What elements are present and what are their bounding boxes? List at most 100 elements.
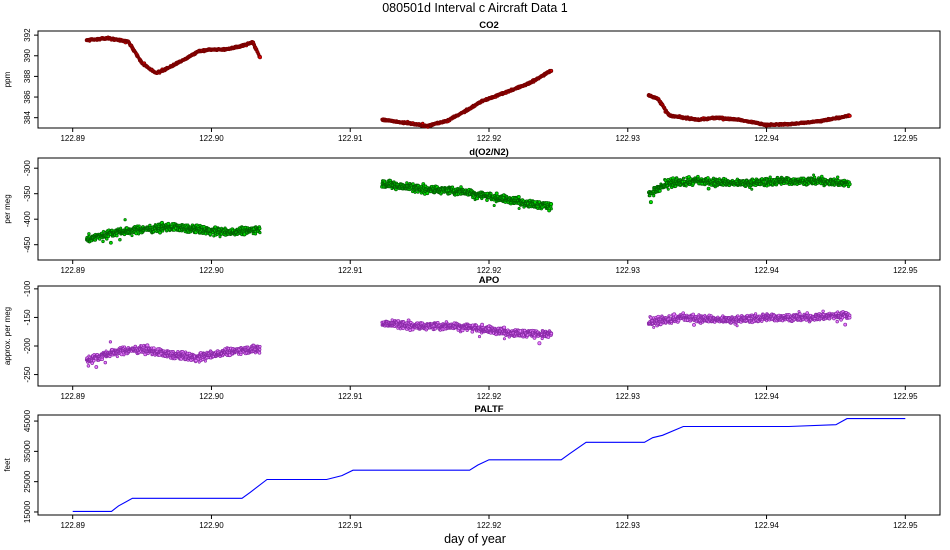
y-tick-label: -400 <box>23 211 32 228</box>
data-point <box>652 194 656 198</box>
panel-frame <box>37 157 941 261</box>
y-tick-label: -250 <box>23 366 32 383</box>
plot-area <box>84 309 852 369</box>
data-point <box>411 182 415 186</box>
data-point <box>137 232 141 236</box>
plot-area <box>84 35 852 129</box>
data-segment-1 <box>85 218 262 245</box>
y-tick-label: 390 <box>23 49 32 63</box>
data-point <box>104 349 108 353</box>
data-segment-3 <box>646 92 852 128</box>
panel-frame <box>37 285 941 387</box>
x-tick-label: 122.89 <box>60 266 85 275</box>
data-segment-1 <box>84 340 262 369</box>
y-tick-label: 386 <box>23 90 32 104</box>
x-tick-label: 122.93 <box>616 134 641 143</box>
data-point <box>648 200 653 205</box>
data-point <box>87 232 91 236</box>
data-point <box>768 175 772 179</box>
data-point <box>494 191 499 196</box>
x-tick-label: 122.93 <box>616 266 641 275</box>
data-point <box>666 187 670 191</box>
data-point <box>847 182 852 187</box>
panel-apo: APO approx. per meg 122.89 122.90 122.91 122.… <box>3 275 941 401</box>
data-point <box>119 226 123 230</box>
data-point <box>666 177 670 182</box>
data-point <box>812 175 817 180</box>
data-point <box>109 240 113 245</box>
panel-frame <box>37 30 941 129</box>
panel-title: d(O2/N2) <box>469 147 509 158</box>
x-tick-label: 122.90 <box>199 266 224 275</box>
data-point <box>682 176 686 180</box>
x-tick-label: 122.90 <box>199 392 224 401</box>
data-point <box>94 365 99 369</box>
data-segment-2 <box>380 178 554 213</box>
y-tick-label: -150 <box>23 309 32 326</box>
panel-title: CO2 <box>479 20 499 31</box>
data-point <box>413 190 417 194</box>
data-point <box>102 229 105 233</box>
y-tick-label: 388 <box>23 69 32 83</box>
data-point <box>658 189 662 193</box>
page-title: 080501d Interval c Aircraft Data 1 <box>382 1 568 15</box>
x-tick-label: 122.91 <box>338 392 363 401</box>
x-axis-label: day of year <box>444 532 506 546</box>
x-tick-label: 122.90 <box>199 134 224 143</box>
y-axis-label: approx. per meg <box>3 307 12 365</box>
x-tick-label: 122.89 <box>60 134 85 143</box>
data-point <box>118 237 122 242</box>
data-point <box>836 175 840 179</box>
x-tick-label: 122.91 <box>338 134 363 143</box>
data-point <box>516 194 521 199</box>
x-tick-label: 122.95 <box>893 134 918 143</box>
data-point <box>203 359 207 363</box>
data-point <box>130 234 134 238</box>
data-segment-1 <box>84 35 262 75</box>
x-tick-label: 122.94 <box>754 392 779 401</box>
data-point <box>405 181 409 185</box>
data-point <box>779 182 783 186</box>
data-point <box>151 346 156 351</box>
y-tick-label: -350 <box>23 185 32 202</box>
x-tick-label: 122.94 <box>754 266 779 275</box>
data-point <box>87 354 91 358</box>
y-tick-label: -200 <box>23 337 32 354</box>
data-point <box>489 192 493 196</box>
data-point <box>108 340 112 344</box>
x-tick-label: 122.92 <box>477 134 502 143</box>
data-point <box>517 207 521 211</box>
y-tick-label: -300 <box>23 160 32 177</box>
data-segment-3 <box>646 173 852 205</box>
data-point <box>706 186 711 191</box>
data-point <box>101 239 105 244</box>
data-point <box>123 218 127 222</box>
data-point <box>122 353 126 357</box>
x-tick-label: 122.91 <box>338 266 363 275</box>
data-point <box>166 221 171 226</box>
x-tick-label: 122.89 <box>60 392 85 401</box>
data-point <box>258 231 262 235</box>
data-point <box>750 187 754 191</box>
y-tick-label: -450 <box>23 236 32 253</box>
y-tick-label: -100 <box>23 280 32 297</box>
data-point <box>258 226 262 231</box>
y-tick-label: 392 <box>23 28 32 42</box>
data-point <box>218 235 222 239</box>
data-point <box>549 202 554 207</box>
data-point <box>492 203 496 208</box>
x-tick-label: 122.95 <box>893 266 918 275</box>
data-point <box>448 191 452 195</box>
x-tick-label: 122.93 <box>616 392 641 401</box>
y-axis-label: per meg <box>3 194 12 223</box>
data-point <box>137 224 141 228</box>
data-point <box>122 345 127 349</box>
x-tick-label: 122.94 <box>754 134 779 143</box>
y-tick-label: 384 <box>23 110 32 124</box>
data-point <box>684 184 688 188</box>
x-tick-label: 122.95 <box>893 392 918 401</box>
panel-title: APO <box>479 275 500 286</box>
